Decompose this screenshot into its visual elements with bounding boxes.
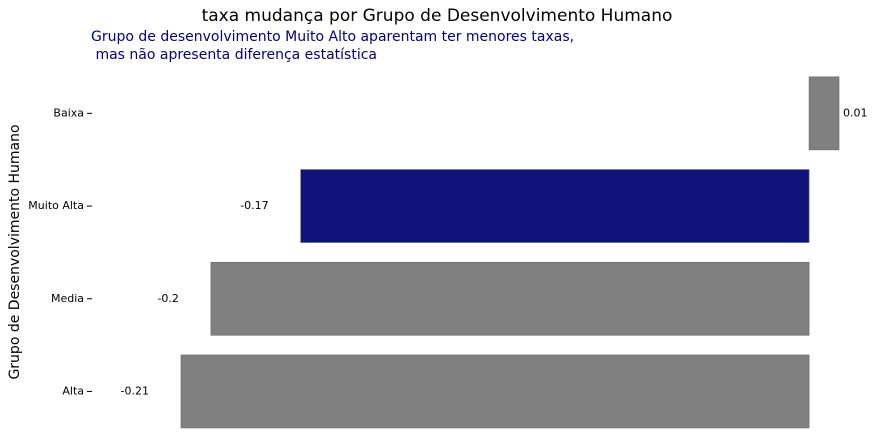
y-axis-label: Grupo de Desenvolvimento Humano (7, 124, 23, 379)
data-label: 0.01 (843, 106, 868, 119)
bar (808, 76, 840, 151)
y-tick-label: Muito Alta (28, 199, 84, 212)
data-label: -0.17 (240, 199, 268, 212)
bar (300, 169, 810, 243)
chart-title: taxa mudança por Grupo de Desenvolviment… (202, 6, 673, 26)
bar (210, 261, 810, 336)
y-tick-label: Alta (62, 384, 84, 397)
y-tick-label: Media (51, 292, 84, 305)
data-label: -0.21 (121, 384, 149, 397)
data-label: -0.2 (157, 292, 178, 305)
y-tick-label: Baixa (53, 106, 84, 119)
chart-subtitle: Grupo de desenvolvimento Muito Alto apar… (91, 29, 575, 63)
bar (180, 354, 810, 429)
